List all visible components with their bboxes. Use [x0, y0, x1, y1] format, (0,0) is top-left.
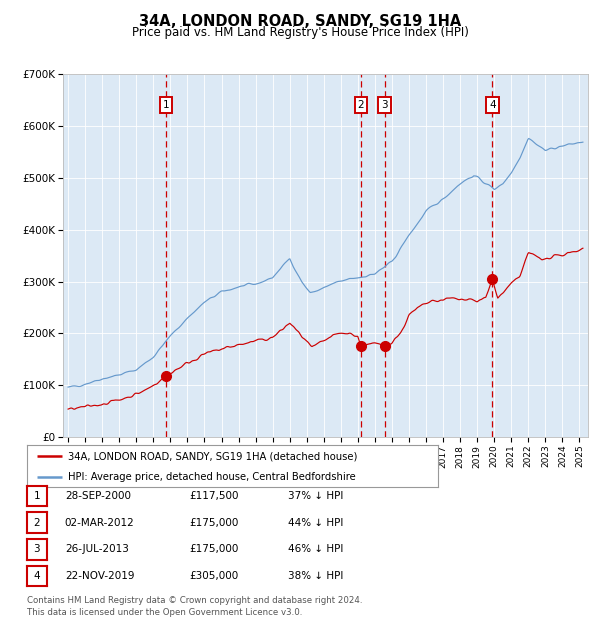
Text: 38% ↓ HPI: 38% ↓ HPI [288, 571, 343, 581]
Text: 34A, LONDON ROAD, SANDY, SG19 1HA (detached house): 34A, LONDON ROAD, SANDY, SG19 1HA (detac… [68, 451, 358, 461]
Text: 4: 4 [489, 100, 496, 110]
Text: £175,000: £175,000 [189, 518, 238, 528]
Text: 3: 3 [382, 100, 388, 110]
Text: 22-NOV-2019: 22-NOV-2019 [65, 571, 134, 581]
Text: 44% ↓ HPI: 44% ↓ HPI [288, 518, 343, 528]
Text: £175,000: £175,000 [189, 544, 238, 554]
Text: 34A, LONDON ROAD, SANDY, SG19 1HA: 34A, LONDON ROAD, SANDY, SG19 1HA [139, 14, 461, 29]
Text: 1: 1 [34, 491, 40, 501]
Text: 2: 2 [358, 100, 364, 110]
Text: 37% ↓ HPI: 37% ↓ HPI [288, 491, 343, 501]
Text: 26-JUL-2013: 26-JUL-2013 [65, 544, 128, 554]
Text: 46% ↓ HPI: 46% ↓ HPI [288, 544, 343, 554]
Text: 1: 1 [163, 100, 169, 110]
Text: 4: 4 [34, 571, 40, 581]
Text: Contains HM Land Registry data © Crown copyright and database right 2024.
This d: Contains HM Land Registry data © Crown c… [27, 596, 362, 617]
Text: 2: 2 [34, 518, 40, 528]
Text: 3: 3 [34, 544, 40, 554]
Text: Price paid vs. HM Land Registry's House Price Index (HPI): Price paid vs. HM Land Registry's House … [131, 26, 469, 38]
Text: 28-SEP-2000: 28-SEP-2000 [65, 491, 131, 501]
Text: 02-MAR-2012: 02-MAR-2012 [65, 518, 134, 528]
Text: £117,500: £117,500 [189, 491, 239, 501]
Text: £305,000: £305,000 [189, 571, 238, 581]
Text: HPI: Average price, detached house, Central Bedfordshire: HPI: Average price, detached house, Cent… [68, 472, 356, 482]
